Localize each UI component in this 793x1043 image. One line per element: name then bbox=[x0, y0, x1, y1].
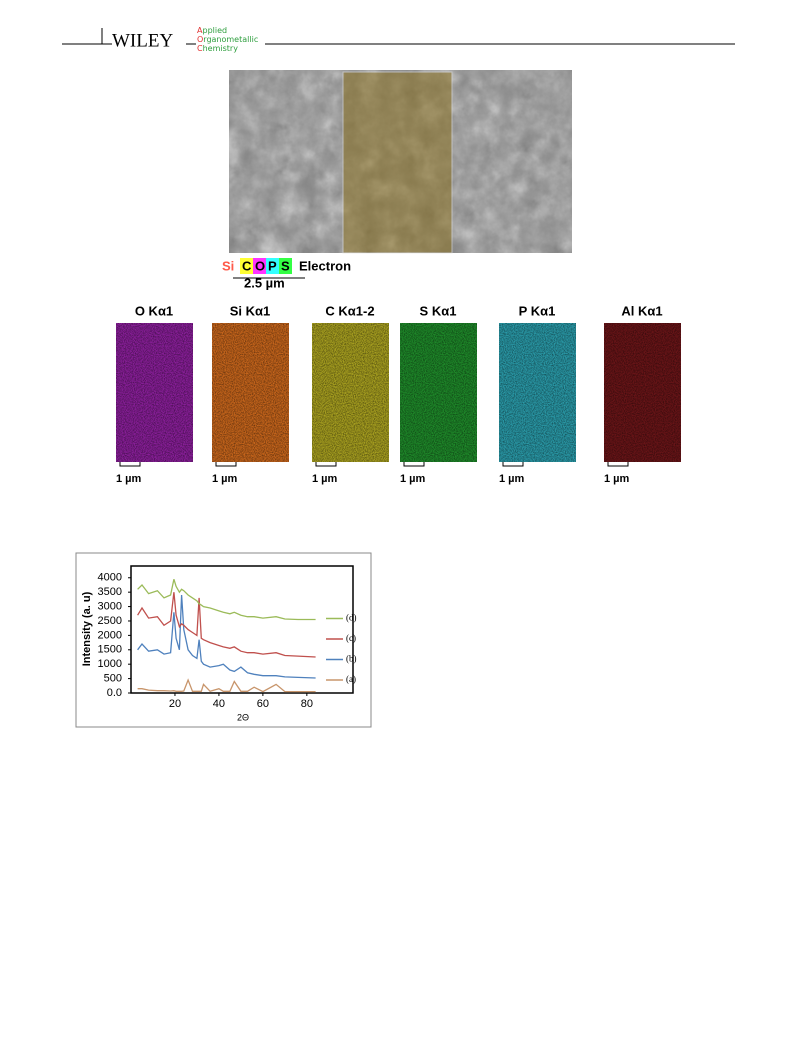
map-noise bbox=[400, 323, 477, 462]
journal-name: Applied Organometallic Chemistry bbox=[197, 26, 258, 53]
map-title: S Kα1 bbox=[420, 303, 457, 318]
legend-label: Electron bbox=[299, 258, 351, 273]
y-tick-label: 2500 bbox=[98, 615, 122, 627]
map-noise bbox=[604, 323, 681, 462]
map-title: Si Kα1 bbox=[230, 303, 271, 318]
y-tick-label: 500 bbox=[104, 673, 122, 685]
journal-line: Chemistry bbox=[197, 44, 238, 53]
legend-label: Si bbox=[222, 258, 234, 273]
sem-image bbox=[229, 70, 572, 254]
y-tick-label: 4000 bbox=[98, 572, 122, 584]
scale-label: 1 µm bbox=[400, 473, 426, 485]
legend-swatch bbox=[253, 258, 266, 274]
journal-line: Organometallic bbox=[197, 35, 259, 44]
y-tick-label: 3500 bbox=[98, 586, 122, 598]
x-tick-label: 60 bbox=[257, 698, 269, 710]
legend-swatch bbox=[279, 258, 292, 274]
x-tick-label: 80 bbox=[301, 698, 313, 710]
brand: WILEY bbox=[112, 30, 173, 51]
legend-label: (b) bbox=[346, 654, 357, 664]
scale-label: 2.5 µm bbox=[244, 275, 285, 290]
plot-area bbox=[130, 565, 354, 694]
map-title: Al Kα1 bbox=[621, 303, 662, 318]
scale-bar bbox=[315, 462, 337, 467]
x-axis-label: 2Θ bbox=[237, 712, 249, 722]
legend-label: (a) bbox=[346, 674, 356, 684]
x-tick-label: 40 bbox=[213, 698, 225, 710]
journal-line: Applied bbox=[197, 26, 228, 35]
y-tick-label: 1000 bbox=[98, 658, 122, 670]
map-noise bbox=[116, 323, 193, 462]
y-tick-label: 0.0 bbox=[107, 687, 122, 699]
map-title: P Kα1 bbox=[519, 303, 556, 318]
map-noise bbox=[312, 323, 389, 462]
series-line bbox=[137, 678, 316, 693]
series-line bbox=[137, 579, 316, 621]
y-tick-label: 3000 bbox=[98, 600, 122, 612]
scale-bar bbox=[502, 462, 524, 467]
legend-label: S bbox=[281, 258, 290, 273]
map-noise bbox=[212, 323, 289, 462]
eds-legend: Si C O P S Electron bbox=[222, 258, 351, 274]
legend-swatch bbox=[266, 258, 279, 274]
legend-label: P bbox=[268, 258, 277, 273]
scale-bar bbox=[119, 462, 141, 467]
series-line bbox=[137, 592, 316, 658]
element-maps: O Kα1 1 µm Si Kα1 1 µm C Kα1-2 1 µm S Kα1 1 µm P… bbox=[116, 303, 681, 485]
y-axis-label: Intensity (a. u) bbox=[81, 591, 93, 666]
legend-label: O bbox=[255, 258, 265, 273]
legend-label: C bbox=[242, 258, 252, 273]
map-title: C Kα1-2 bbox=[325, 303, 374, 318]
scale-label: 1 µm bbox=[604, 473, 630, 485]
scale-label: 1 µm bbox=[312, 473, 338, 485]
y-tick-label: 1500 bbox=[98, 644, 122, 656]
series-line bbox=[137, 594, 316, 679]
chart: 0.0 500 1000 1500 2000 2500 3000 3500 4000 20 40 60… bbox=[98, 572, 357, 710]
y-tick-label: 2000 bbox=[98, 629, 122, 641]
legend-swatch bbox=[240, 258, 253, 274]
map-noise bbox=[499, 323, 576, 462]
scale-label: 1 µm bbox=[499, 473, 525, 485]
legend-label: (d) bbox=[346, 613, 357, 623]
legend-label: (c) bbox=[346, 633, 356, 643]
scale-label: 1 µm bbox=[116, 473, 142, 485]
scale-bar bbox=[607, 462, 629, 467]
scale-label: 1 µm bbox=[212, 473, 238, 485]
map-title: O Kα1 bbox=[135, 303, 173, 318]
x-tick-label: 20 bbox=[169, 698, 181, 710]
scale-bar bbox=[215, 462, 237, 467]
scale-bar bbox=[403, 462, 425, 467]
